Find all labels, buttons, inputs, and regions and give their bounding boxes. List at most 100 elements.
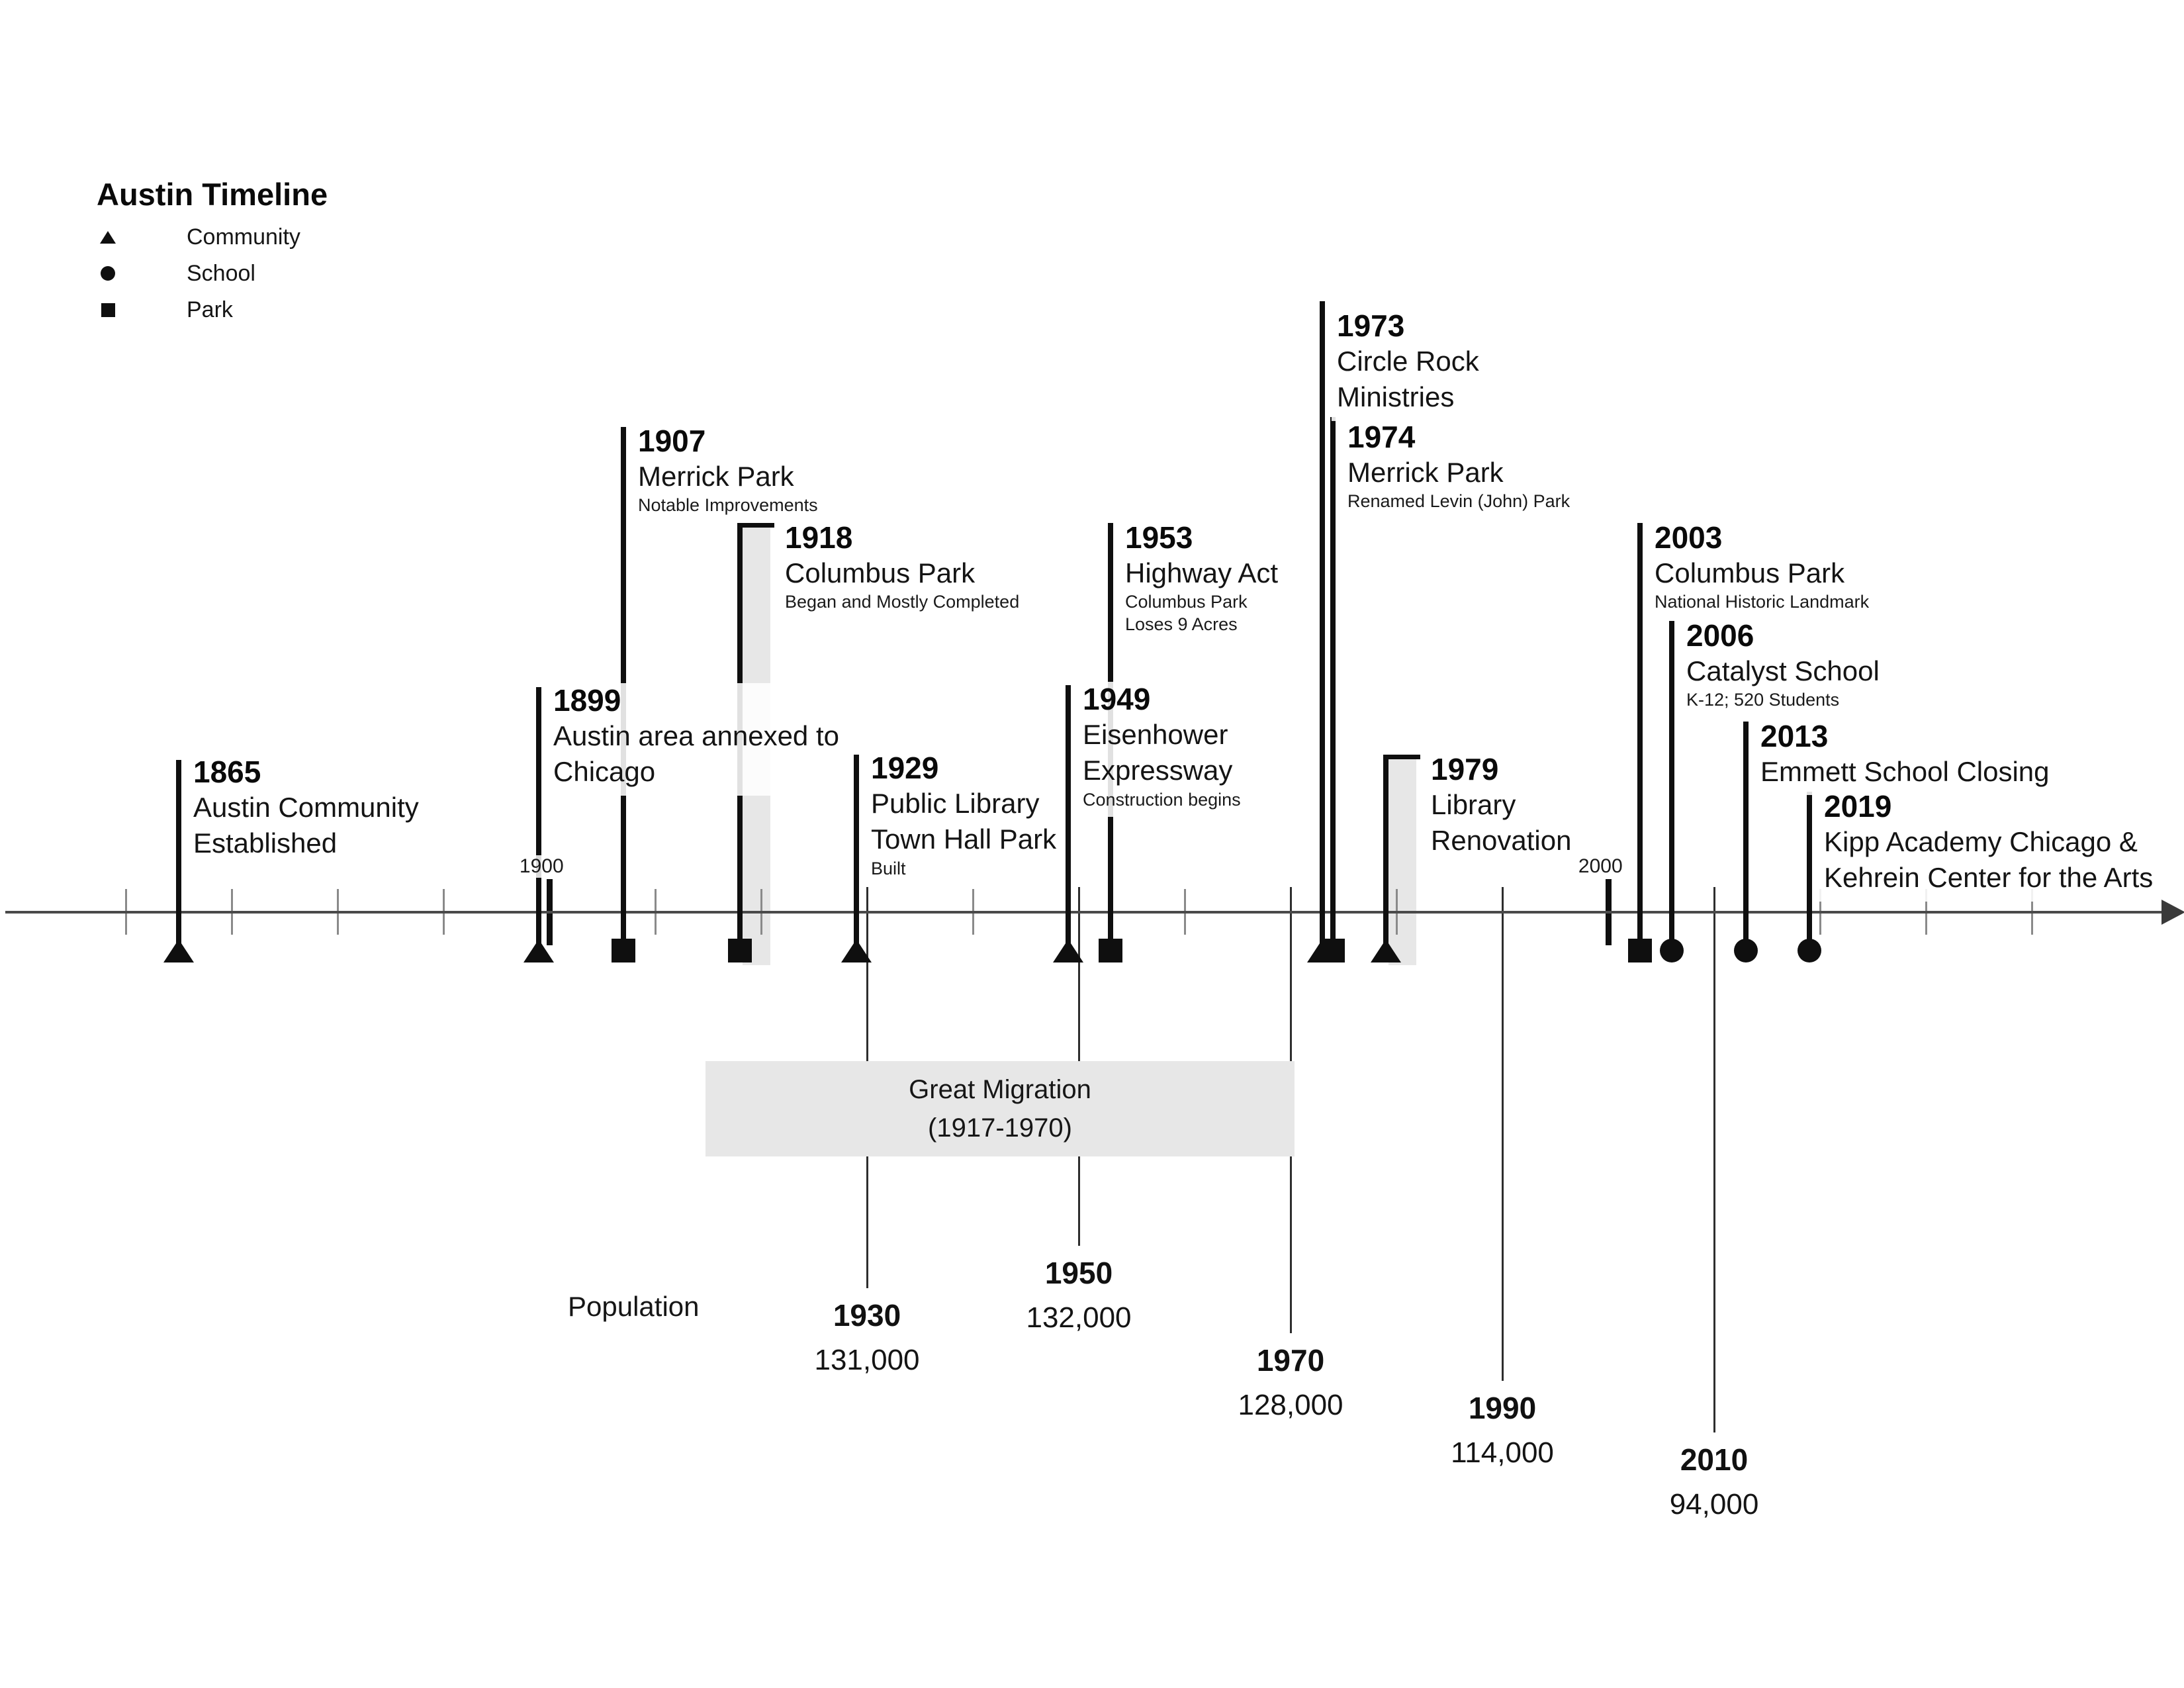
event-label-2006: 2006 Catalyst School K-12; 520 Students <box>1681 618 1888 718</box>
population-label-1950: 1950 132,000 <box>1026 1256 1131 1334</box>
event-subtitle-line: Built <box>871 859 906 879</box>
event-label-1929: 1929 Public Library Town Hall Park Built <box>866 751 1065 886</box>
event-label-1949: 1949 Eisenhower Expressway Construction beg… <box>1077 682 1249 817</box>
event-year: 1918 <box>785 520 853 555</box>
event-label-1918: 1918 Columbus Park Began and Mostly Comple… <box>780 520 1028 620</box>
event-year: 1949 <box>1083 682 1151 716</box>
event-year: 1907 <box>638 424 706 458</box>
triangle-marker <box>1053 939 1083 962</box>
event-title-line: Columbus Park <box>1655 557 1845 588</box>
event-title-line: Ministries <box>1337 381 1455 413</box>
event-title-line: Merrick Park <box>638 460 794 492</box>
event-title-line: Circle Rock <box>1337 345 1479 377</box>
square-marker <box>728 939 752 962</box>
event-title-line: Expressway <box>1083 755 1233 786</box>
population-year: 1930 <box>833 1298 901 1333</box>
square-marker <box>612 939 635 962</box>
square-icon <box>101 303 115 317</box>
event-label-2003: 2003 Columbus Park National Historic Landm… <box>1649 520 1878 620</box>
event-stem <box>1330 417 1336 948</box>
event-subtitle-line: Began and Mostly Completed <box>785 592 1020 612</box>
event-label-1907: 1907 Merrick Park Notable Improvements <box>633 424 826 523</box>
event-label-1899: 1899 Austin area annexed to Chicago <box>548 683 847 796</box>
event-subtitle-line: Columbus Park <box>1125 592 1248 612</box>
population-year: 1990 <box>1468 1391 1537 1425</box>
population-stem <box>1501 887 1504 1381</box>
event-year: 1979 <box>1431 752 1499 786</box>
event-label-1974: 1974 Merrick Park Renamed Levin (John) Par… <box>1342 420 1578 519</box>
era-band-great-migration: Great Migration (1917-1970) <box>705 1061 1295 1156</box>
triangle-marker <box>841 939 872 962</box>
legend-item-label: School <box>187 260 255 286</box>
population-label-1930: 1930 131,000 <box>814 1299 919 1376</box>
triangle-icon <box>100 230 116 244</box>
legend-item-label: Park <box>187 297 233 322</box>
event-title-line: Chicago <box>553 756 656 788</box>
event-title-line: Library <box>1431 788 1516 820</box>
event-stem <box>1807 792 1812 948</box>
event-subtitle-line: Renamed Levin (John) Park <box>1347 491 1570 512</box>
event-label-2013: 2013 Emmett School Closing <box>1755 719 2058 796</box>
event-title-line: Highway Act <box>1125 557 1279 588</box>
highlight-band <box>1388 759 1416 965</box>
event-stem <box>1320 301 1325 948</box>
event-subtitle-line: Loses 9 Acres <box>1125 614 1238 635</box>
circle-icon <box>101 266 115 281</box>
population-year: 1950 <box>1044 1256 1113 1290</box>
population-value: 128,000 <box>1238 1388 1343 1421</box>
event-title-line: Public Library <box>871 787 1040 819</box>
axis-arrow-icon <box>2161 900 2184 925</box>
population-year: 2010 <box>1680 1442 1749 1477</box>
population-value: 131,000 <box>814 1343 920 1376</box>
circle-marker <box>1734 939 1758 962</box>
triangle-marker <box>1371 939 1401 962</box>
population-stem <box>1713 887 1715 1432</box>
event-title-line: Kipp Academy Chicago & <box>1824 825 2138 857</box>
event-year: 1973 <box>1337 308 1405 343</box>
circle-marker <box>1660 939 1684 962</box>
event-subtitle-line: K-12; 520 Students <box>1686 690 1840 710</box>
event-label-1865: 1865 Austin Community Established <box>188 755 427 868</box>
legend-marker-cell <box>93 230 123 244</box>
square-marker <box>1321 939 1345 962</box>
event-title-line: Kehrein Center for the Arts <box>1824 862 2154 894</box>
highlight-corner <box>737 523 774 528</box>
event-title-line: Catalyst School <box>1686 655 1880 686</box>
event-stem <box>176 760 181 948</box>
triangle-marker <box>523 939 554 962</box>
event-subtitle-line: National Historic Landmark <box>1655 592 1870 612</box>
event-title-line: Austin area annexed to <box>553 720 839 751</box>
event-title-line: Emmett School Closing <box>1760 755 2050 787</box>
event-subtitle-line: Notable Improvements <box>638 495 818 516</box>
population-axis-label: Population <box>568 1291 700 1322</box>
event-subtitle-line: Construction begins <box>1083 790 1241 810</box>
event-year: 2006 <box>1686 618 1754 653</box>
legend-item-school: School <box>93 258 255 289</box>
event-title-line: Eisenhower <box>1083 718 1228 750</box>
event-year: 1865 <box>193 755 261 789</box>
event-stem <box>1066 685 1071 948</box>
square-marker <box>1628 939 1652 962</box>
event-year: 1953 <box>1125 520 1193 555</box>
event-label-1979: 1979 Library Renovation <box>1426 752 1580 865</box>
event-label-1953: 1953 Highway Act Columbus Park Loses 9 Acre… <box>1120 520 1287 641</box>
population-value: 132,000 <box>1026 1301 1132 1334</box>
legend-item-community: Community <box>93 221 300 253</box>
event-stem <box>536 687 541 948</box>
event-title-line: Merrick Park <box>1347 456 1504 488</box>
circle-marker <box>1797 939 1821 962</box>
event-title-line: Town Hall Park <box>871 823 1057 855</box>
legend-marker-cell <box>93 303 123 317</box>
event-title-line: Columbus Park <box>785 557 976 588</box>
event-title-line: Established <box>193 827 338 859</box>
highlight-corner <box>1383 755 1420 759</box>
event-stem <box>1669 621 1674 948</box>
event-title-line: Renovation <box>1431 825 1572 857</box>
event-stem <box>1743 722 1749 948</box>
triangle-marker <box>163 939 194 962</box>
axis-century-label-2000: 2000 <box>1575 855 1625 878</box>
event-label-1973: 1973 Circle Rock Ministries <box>1332 308 1487 422</box>
legend-item-park: Park <box>93 294 233 326</box>
era-label-line2: (1917-1970) <box>928 1113 1072 1143</box>
